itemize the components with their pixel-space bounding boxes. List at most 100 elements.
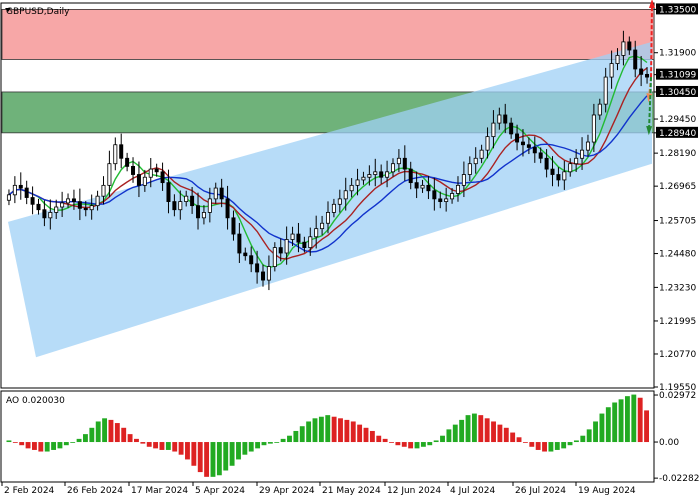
time-tick-label: 17 Mar 2024	[131, 486, 188, 496]
forecast-arrow-down-head-icon	[646, 126, 653, 136]
price-level-badge	[656, 68, 698, 80]
ao-bar	[599, 413, 605, 443]
ao-bar	[561, 442, 567, 449]
ao-bar	[293, 430, 299, 443]
ao-bar	[593, 421, 598, 443]
ao-bars-layer	[6, 394, 649, 477]
ao-bar	[389, 442, 394, 443]
ao-bar	[395, 442, 401, 446]
candle-body	[526, 144, 531, 148]
ao-bar	[516, 437, 522, 443]
candle-body	[562, 171, 567, 181]
price-tick-label: 1.26965	[659, 182, 696, 192]
candle-body	[580, 149, 585, 159]
candle-body	[621, 41, 626, 56]
candle-body	[166, 182, 171, 202]
candle-body	[184, 195, 189, 202]
ao-bar	[274, 442, 280, 443]
ao-bar	[248, 442, 254, 452]
price-panel: 1.33500 1.31900 1.31099 1.30450 1.29450 1.289…	[0, 0, 698, 393]
candle-body	[89, 205, 94, 211]
ao-bar	[165, 442, 171, 450]
candle-body	[615, 55, 620, 64]
candle-body	[237, 233, 242, 254]
ma-mid-line	[8, 67, 648, 260]
candle-body	[337, 198, 342, 205]
ao-bar	[408, 442, 414, 449]
candle-body	[148, 168, 153, 178]
candle-body	[314, 228, 319, 238]
ao-bar	[63, 442, 69, 446]
price-tick-label: 1.30450	[659, 88, 696, 98]
candle-body	[544, 157, 549, 170]
time-tick-label: 21 May 2024	[322, 486, 381, 496]
candle-body	[408, 168, 413, 184]
candle-body	[532, 147, 537, 154]
ao-bar	[25, 442, 31, 449]
ao-bar	[70, 442, 76, 443]
candle-body	[12, 184, 17, 196]
candle-body	[538, 152, 543, 159]
time-tick-label: 5 Apr 2024	[195, 486, 245, 496]
ao-bar	[12, 442, 18, 443]
ao-bar	[121, 427, 127, 443]
ao-bar	[19, 442, 25, 446]
ao-bar	[401, 442, 407, 447]
ao-bar	[191, 442, 197, 466]
ao-bar	[51, 442, 57, 450]
ao-bar	[522, 442, 528, 443]
ao-bar	[548, 442, 554, 452]
candle-body	[574, 157, 579, 165]
ao-bar	[503, 427, 509, 443]
candle-body	[379, 171, 384, 178]
candle-body	[550, 168, 555, 175]
price-level-badge	[656, 126, 698, 138]
ao-bar	[140, 442, 146, 444]
candle-body	[343, 190, 348, 200]
candle-body	[6, 194, 11, 201]
ao-bar	[236, 442, 241, 460]
time-tick-label: 19 Aug 2024	[578, 486, 636, 496]
candle-body	[361, 176, 366, 181]
candle-body	[125, 157, 130, 167]
price-tick-label: 1.20770	[659, 350, 696, 360]
price-tick-label: 1.25705	[659, 217, 696, 227]
candle-body	[503, 114, 508, 124]
candle-body	[136, 174, 141, 186]
ao-bar	[446, 429, 452, 443]
ao-bar	[465, 415, 471, 443]
candle-body	[349, 184, 354, 192]
candle-body	[213, 187, 218, 200]
candle-body	[627, 41, 632, 51]
ao-bar	[32, 442, 37, 450]
candle-body	[603, 76, 608, 105]
ao-tick-label: -0.022821	[659, 474, 700, 484]
candle-body	[296, 233, 301, 243]
candle-body	[190, 195, 195, 207]
price-level-badge	[656, 85, 698, 97]
forecast-arrow-up-head-icon	[648, 0, 655, 9]
ao-bar	[242, 442, 248, 455]
candle-body	[290, 233, 295, 240]
candle-body	[18, 184, 23, 189]
ao-bar	[318, 416, 324, 443]
price-tick-label: 1.21995	[659, 317, 696, 327]
candle-body	[261, 271, 266, 281]
ao-bar	[172, 442, 178, 452]
candle-body	[225, 198, 230, 219]
price-tick-label: 1.28190	[659, 149, 696, 159]
ao-bar	[459, 419, 465, 443]
candle-body	[36, 203, 41, 211]
candle-body	[95, 195, 100, 207]
ao-bar	[644, 410, 649, 443]
ao-bar	[497, 424, 503, 443]
symbol-menu-triangle-icon[interactable]	[5, 8, 11, 12]
candle-body	[113, 144, 118, 165]
ao-bar	[204, 442, 210, 477]
candle-body	[231, 217, 236, 235]
candle-body	[473, 157, 478, 165]
candle-body	[77, 201, 82, 209]
candle-body	[71, 198, 76, 202]
ao-bar	[624, 396, 630, 443]
ao-bar	[210, 442, 216, 477]
